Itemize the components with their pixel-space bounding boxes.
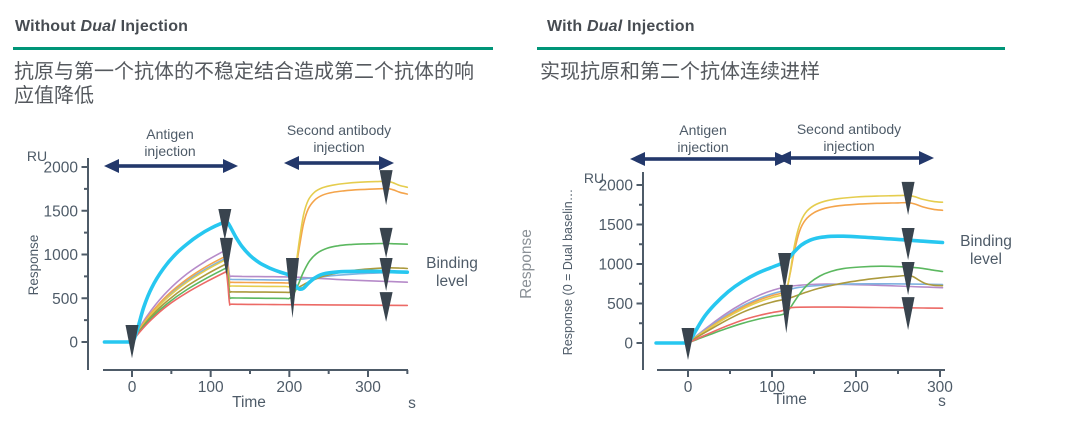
axes (81, 158, 409, 377)
series-green (131, 242, 409, 343)
binding-level-label-line1: Binding (426, 255, 478, 272)
second-injection-label-line1: Second antibody (287, 122, 391, 138)
x-tick-label: 200 (276, 379, 302, 396)
y-unit-label: RU (27, 148, 47, 164)
second-injection-arrow (284, 156, 394, 170)
x-unit-label: s (938, 393, 946, 410)
series-yellow (131, 180, 409, 343)
panel-subtitle: 抗原与第一个抗体的不稳定结合造成第二个抗体的响应值降低 (14, 61, 474, 107)
series-blue (131, 256, 409, 343)
series-green (687, 265, 944, 344)
y-tick-label: 0 (69, 335, 78, 352)
response-overlay-label: Response (518, 229, 535, 299)
x-tick-label: 300 (355, 379, 381, 396)
antigen-injection-label-line2: injection (677, 139, 728, 155)
second-injection-label-line2: injection (313, 139, 364, 155)
series-cyan-thick (102, 220, 410, 345)
injection-marker (218, 209, 232, 241)
series-olive (131, 262, 409, 343)
y-axis-title: Response (26, 235, 41, 296)
injection-marker (379, 227, 393, 258)
injection-marker (901, 181, 915, 216)
series-olive (687, 274, 944, 344)
sensorgram-with-dual: Response RU Response (0 = Dual baselin… … (507, 121, 1012, 410)
injection-marker (219, 237, 233, 276)
x-tick-label: 0 (128, 379, 137, 396)
x-tick-label: 100 (198, 379, 224, 396)
series-curves (654, 194, 945, 346)
y-tick-label: 500 (52, 291, 78, 308)
y-tick-label: 1000 (44, 247, 79, 264)
title-suffix: Injection (115, 18, 189, 35)
sensorgram-without-dual: RU Response Antigen injection Second ant… (26, 122, 478, 412)
injection-marker (901, 228, 915, 261)
panel-subtitle: 实现抗原和第二个抗体连续进样 (540, 61, 820, 83)
panel-title: Without Dual Injection (13, 16, 493, 38)
x-tick-label: 100 (759, 379, 785, 396)
binding-level-label-line1: Binding (960, 233, 1012, 250)
injection-marker (125, 324, 139, 359)
y-tick-label: 2000 (44, 160, 79, 177)
antigen-injection-label-line1: Antigen (146, 126, 193, 142)
title-italic: Dual (80, 18, 116, 35)
y-tick-label: 1500 (599, 217, 634, 234)
x-axis-title: Time (232, 394, 266, 411)
plot-area: 0 500 1000 1500 2000 0 100 200 300 (44, 158, 410, 396)
x-tick-label: 200 (843, 379, 869, 396)
title-italic: Dual (586, 18, 623, 35)
teal-divider (13, 47, 493, 50)
second-injection-label-line2: injection (823, 138, 874, 154)
panel-with-dual: With Dual Injection 实现抗原和第二个抗体连续进样 (537, 16, 1005, 84)
series-orange (131, 187, 409, 343)
series-cyan-thick (654, 234, 945, 346)
y-tick-label: 2000 (599, 178, 634, 195)
injection-marker (901, 297, 915, 330)
y-tick-label: 1000 (599, 257, 634, 274)
y-tick-label: 1500 (44, 203, 79, 220)
injection-markers (125, 170, 393, 359)
second-injection-label-line1: Second antibody (797, 121, 901, 137)
injection-marker (379, 170, 393, 206)
y-tick-label: 500 (607, 296, 633, 313)
injection-marker (901, 262, 915, 295)
x-tick-label: 300 (927, 379, 953, 396)
y-unit-label: RU (584, 170, 604, 186)
binding-level-label-line2: level (436, 273, 468, 290)
series-red (131, 270, 409, 343)
x-unit-label: s (408, 395, 416, 412)
injection-marker (379, 292, 393, 322)
injection-marker (379, 258, 393, 291)
antigen-injection-label-line2: injection (144, 143, 195, 159)
second-injection-arrow (776, 151, 934, 165)
axes (636, 172, 945, 377)
series-red (687, 306, 944, 344)
injection-marker (285, 258, 299, 318)
teal-divider (537, 47, 1005, 50)
x-tick-label: 0 (684, 379, 693, 396)
title-suffix: Injection (622, 18, 695, 35)
plot-area: 0 500 1000 1500 2000 0 100 200 300 (599, 172, 953, 396)
injection-marker (681, 327, 695, 360)
injection-marker (778, 252, 792, 291)
injection-marker (779, 284, 793, 334)
antigen-injection-label-line1: Antigen (679, 122, 726, 138)
series-curves (102, 180, 410, 345)
binding-level-label-line2: level (970, 251, 1002, 268)
panel-title: With Dual Injection (537, 16, 1005, 38)
response-overlay-box (507, 148, 559, 380)
x-axis-title: Time (773, 391, 807, 408)
y-axis-title: Response (0 = Dual baselin… (561, 189, 575, 355)
title-prefix: Without (15, 18, 81, 35)
panel-without-dual: Without Dual Injection 抗原与第一个抗体的不稳定结合造成第… (13, 16, 493, 108)
antigen-injection-arrow (104, 159, 238, 173)
series-purple (131, 248, 409, 343)
injection-markers (681, 181, 915, 360)
title-prefix: With (547, 18, 587, 35)
y-tick-label: 0 (624, 336, 633, 353)
